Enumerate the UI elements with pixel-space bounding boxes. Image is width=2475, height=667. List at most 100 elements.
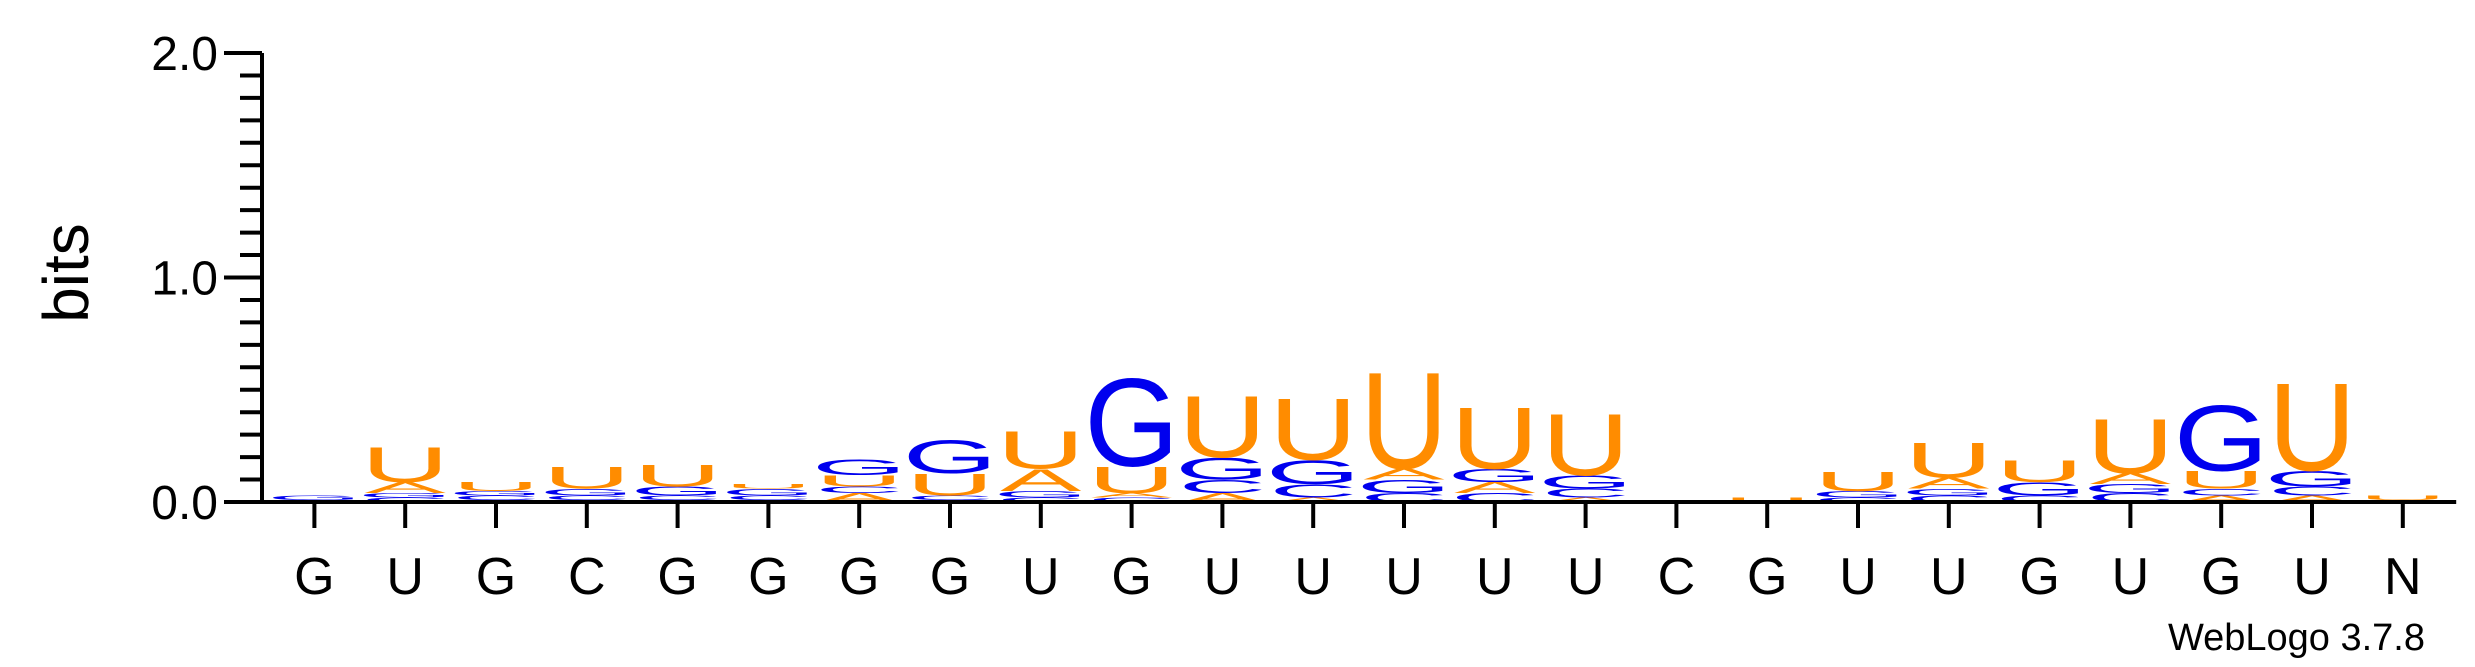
logo-letter-C: C <box>452 494 540 501</box>
logo-letter-G: G <box>812 455 907 480</box>
svg-text:U: U <box>1542 396 1630 494</box>
logo-letter-U: U <box>452 480 540 494</box>
logo-letter-C: C <box>1905 494 1993 504</box>
svg-text:G: G <box>1811 489 1906 499</box>
logo-letter-A: A <box>2090 470 2171 488</box>
svg-text:C: C <box>634 494 722 501</box>
x-tick-label: N <box>2384 548 2422 606</box>
y-tick-label: 0.0 <box>151 477 218 530</box>
logo-letter-C: C <box>906 494 994 501</box>
svg-text:G: G <box>449 490 544 497</box>
svg-text:U: U <box>1088 459 1176 501</box>
svg-text:U: U <box>724 483 812 490</box>
logo-letter-U: U <box>2359 494 2447 501</box>
logo-letter-C: C <box>724 494 812 501</box>
svg-text:U: U <box>906 467 994 502</box>
logo-letter-C: C <box>997 496 1085 503</box>
x-tick-label: G <box>1111 548 1151 606</box>
x-tick-label: G <box>294 548 334 606</box>
logo-letter-U: U <box>361 437 449 493</box>
x-tick-label: G <box>839 548 879 606</box>
svg-text:G: G <box>2083 482 2178 496</box>
logo-letter-G: G <box>539 487 634 497</box>
logo-letter-G: G <box>449 490 544 497</box>
x-tick-label: G <box>2201 548 2241 606</box>
logo-letter-G: G <box>1357 476 1452 497</box>
svg-text:C: C <box>1814 496 1902 503</box>
svg-text:C: C <box>997 496 1085 503</box>
logo-letter-G: G <box>2265 466 2360 491</box>
svg-text:U: U <box>452 480 540 494</box>
y-tick-label: 1.0 <box>151 253 218 306</box>
x-tick-label: U <box>1476 548 1514 606</box>
logo-letter-U: U <box>1996 453 2084 488</box>
logo-letter-U: U <box>815 472 903 490</box>
svg-text:C: C <box>361 496 449 503</box>
x-tick-label: G <box>2019 548 2059 606</box>
logo-letter-C: C <box>1542 486 1630 500</box>
svg-text:C: C <box>1996 494 2084 504</box>
svg-text:G: G <box>903 430 998 483</box>
logo-letter-G: G <box>1538 472 1633 493</box>
svg-text:U: U <box>1269 380 1357 478</box>
svg-text:G: G <box>539 487 634 497</box>
logo-letter-G: G <box>267 494 362 501</box>
logo-letter-G: G <box>1084 354 1179 494</box>
svg-text:G: G <box>1992 478 2087 499</box>
svg-text:U: U <box>1178 378 1266 476</box>
logo-letter-G: G <box>2083 482 2178 496</box>
svg-text:A: A <box>365 479 446 497</box>
logo-letter-U: U <box>1814 465 1902 497</box>
y-tick-label: 2.0 <box>151 28 218 81</box>
x-tick-label: G <box>748 548 788 606</box>
svg-text:G: G <box>993 489 1088 499</box>
svg-text:G: G <box>358 492 453 499</box>
logo-letter-A: A <box>1363 465 1444 483</box>
x-tick-label: G <box>930 548 970 606</box>
svg-text:C: C <box>724 494 812 501</box>
logo-letter-U: U <box>1451 389 1539 487</box>
svg-text:U: U <box>1723 496 1811 503</box>
logo-letter-C: C <box>543 494 631 501</box>
logo-letter-U: U <box>2177 466 2265 494</box>
svg-text:A: A <box>1091 492 1173 499</box>
x-tick-label: G <box>657 548 697 606</box>
svg-text:C: C <box>1905 494 1993 504</box>
svg-text:U: U <box>2177 466 2265 494</box>
logo-letter-G: G <box>993 489 1088 499</box>
x-tick-label: C <box>568 548 606 606</box>
svg-text:G: G <box>1357 476 1452 497</box>
logo-letter-A: A <box>1545 496 1627 503</box>
logo-letter-U: U <box>1088 459 1176 501</box>
svg-text:A: A <box>1000 462 1082 497</box>
logo-letter-A: A <box>1273 496 1355 503</box>
logo-letter-G: G <box>2174 386 2269 491</box>
svg-text:C: C <box>1088 496 1176 503</box>
logo-letter-A: A <box>1000 462 1082 497</box>
svg-text:A: A <box>2090 470 2171 488</box>
x-tick-label: C <box>1658 548 1696 606</box>
svg-text:C: C <box>543 494 631 501</box>
logo-letter-C: C <box>634 494 722 501</box>
logo-letter-G: G <box>358 492 453 499</box>
logo-letter-G: G <box>1447 465 1542 486</box>
logo-letter-A: A <box>365 479 446 497</box>
svg-text:A: A <box>1545 496 1627 503</box>
logo-letter-U: U <box>1905 432 1993 488</box>
logo-letter-G: G <box>1992 478 2087 499</box>
svg-text:G: G <box>2174 386 2269 491</box>
svg-text:U: U <box>361 437 449 493</box>
svg-text:U: U <box>2359 494 2447 501</box>
logo-letter-C: C <box>1996 494 2084 504</box>
logo-letter-U: U <box>1178 378 1266 476</box>
svg-text:G: G <box>630 484 725 498</box>
svg-text:U: U <box>1451 389 1539 487</box>
svg-text:A: A <box>1363 465 1444 483</box>
logo-letter-G: G <box>1811 489 1906 499</box>
svg-text:U: U <box>997 420 1085 479</box>
logo-letter-U: U <box>634 458 722 493</box>
logo-letter-U: U <box>997 420 1085 479</box>
logo-letter-C: C <box>1269 481 1357 502</box>
